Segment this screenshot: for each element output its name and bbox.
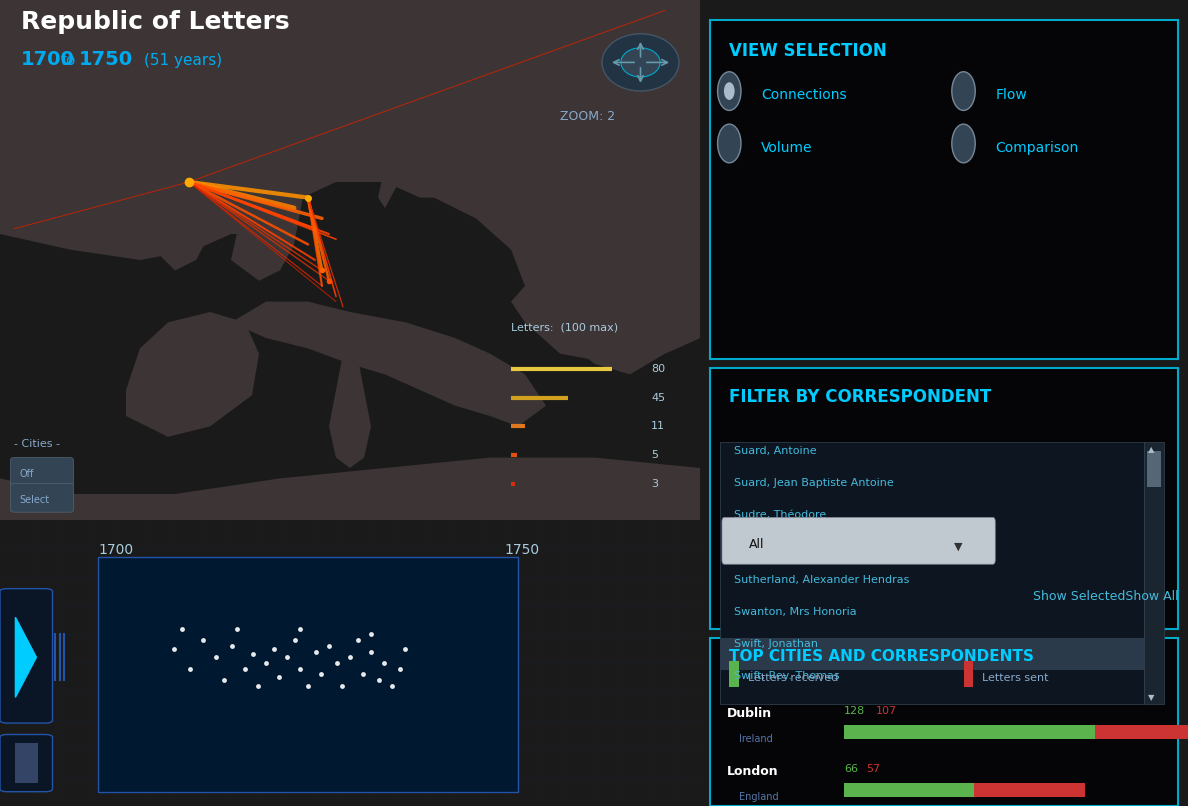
Text: Connections: Connections: [762, 88, 847, 102]
Text: ▲: ▲: [1148, 445, 1155, 454]
Text: 1750: 1750: [80, 50, 133, 69]
Bar: [1144, 442, 1163, 704]
FancyBboxPatch shape: [709, 368, 1178, 629]
Bar: [1146, 451, 1161, 487]
Text: ▼: ▼: [954, 542, 962, 551]
Text: 45: 45: [651, 393, 665, 403]
Circle shape: [718, 72, 741, 110]
Text: 1750: 1750: [504, 543, 539, 557]
Polygon shape: [15, 617, 37, 697]
Circle shape: [723, 82, 734, 100]
Polygon shape: [0, 0, 700, 375]
Text: Swift, Rev. Thomas: Swift, Rev. Thomas: [734, 671, 840, 681]
Bar: [15, 743, 38, 783]
Polygon shape: [378, 166, 399, 208]
Text: London: London: [727, 766, 778, 779]
Text: Comparison: Comparison: [996, 140, 1079, 155]
Text: Letters received: Letters received: [747, 673, 839, 683]
FancyBboxPatch shape: [0, 734, 52, 791]
Text: 80: 80: [651, 364, 665, 374]
Text: Suard, Jean Baptiste Antoine: Suard, Jean Baptiste Antoine: [734, 478, 893, 488]
FancyBboxPatch shape: [11, 484, 74, 512]
Polygon shape: [230, 93, 308, 280]
Text: 11: 11: [651, 422, 665, 431]
Bar: [963, 661, 973, 687]
Text: Letters:  (100 max): Letters: (100 max): [511, 322, 618, 332]
Bar: [843, 783, 973, 797]
Text: Letters sent: Letters sent: [982, 673, 1049, 683]
Text: (51 years): (51 years): [144, 53, 222, 68]
Text: Sulzbach, Elector Palatine, Charle.: Sulzbach, Elector Palatine, Charle.: [734, 542, 925, 552]
Text: All: All: [748, 538, 764, 551]
Circle shape: [621, 48, 661, 77]
Text: Swift, Jonathan: Swift, Jonathan: [734, 639, 819, 649]
Text: VIEW SELECTION: VIEW SELECTION: [729, 43, 887, 60]
Bar: [720, 638, 1144, 670]
Circle shape: [952, 124, 975, 163]
Text: ▼: ▼: [1148, 693, 1155, 702]
Text: 66: 66: [843, 764, 858, 774]
Text: - Cities -: - Cities -: [14, 439, 61, 449]
Polygon shape: [230, 301, 546, 426]
Text: England: England: [739, 791, 778, 801]
Text: ZOOM: 2: ZOOM: 2: [560, 110, 615, 123]
FancyBboxPatch shape: [722, 517, 996, 564]
Text: 1700: 1700: [21, 50, 75, 69]
Text: 5: 5: [651, 450, 658, 460]
Text: FILTER BY CORRESPONDENT: FILTER BY CORRESPONDENT: [729, 388, 992, 406]
Text: to: to: [61, 53, 76, 68]
Bar: [973, 783, 1086, 797]
Text: 107: 107: [876, 706, 897, 716]
Text: 1700: 1700: [97, 543, 133, 557]
Bar: [720, 442, 1144, 704]
Polygon shape: [0, 458, 700, 520]
FancyBboxPatch shape: [0, 588, 52, 723]
FancyBboxPatch shape: [709, 638, 1178, 806]
Text: 3: 3: [651, 479, 658, 488]
Text: Off: Off: [19, 469, 34, 480]
Polygon shape: [154, 172, 217, 270]
Text: Flow: Flow: [996, 88, 1026, 102]
Text: Ireland: Ireland: [739, 733, 772, 743]
Text: 57: 57: [866, 764, 880, 774]
Bar: [729, 661, 739, 687]
Text: Show SelectedShow All: Show SelectedShow All: [1032, 591, 1178, 604]
Bar: [1095, 725, 1188, 739]
Text: TOP CITIES AND CORRESPONDENTS: TOP CITIES AND CORRESPONDENTS: [729, 649, 1035, 664]
Polygon shape: [126, 312, 259, 437]
Circle shape: [718, 124, 741, 163]
Text: Republic of Letters: Republic of Letters: [21, 10, 290, 34]
Circle shape: [952, 72, 975, 110]
Bar: [97, 557, 518, 791]
Polygon shape: [511, 250, 700, 364]
Text: Suard, Antoine: Suard, Antoine: [734, 446, 817, 455]
Text: Dublin: Dublin: [727, 708, 772, 721]
Circle shape: [602, 34, 680, 91]
Text: Swanton, Mrs Honoria: Swanton, Mrs Honoria: [734, 607, 857, 617]
Polygon shape: [329, 322, 371, 468]
FancyBboxPatch shape: [11, 458, 74, 486]
Text: Select: Select: [19, 496, 50, 505]
Polygon shape: [385, 10, 511, 197]
FancyBboxPatch shape: [709, 20, 1178, 359]
Text: Sutherland, Alexander Hendras: Sutherland, Alexander Hendras: [734, 575, 910, 584]
Text: Sudre, Théodore: Sudre, Théodore: [734, 510, 827, 520]
Bar: [843, 725, 1095, 739]
Text: 128: 128: [843, 706, 865, 716]
Text: Volume: Volume: [762, 140, 813, 155]
